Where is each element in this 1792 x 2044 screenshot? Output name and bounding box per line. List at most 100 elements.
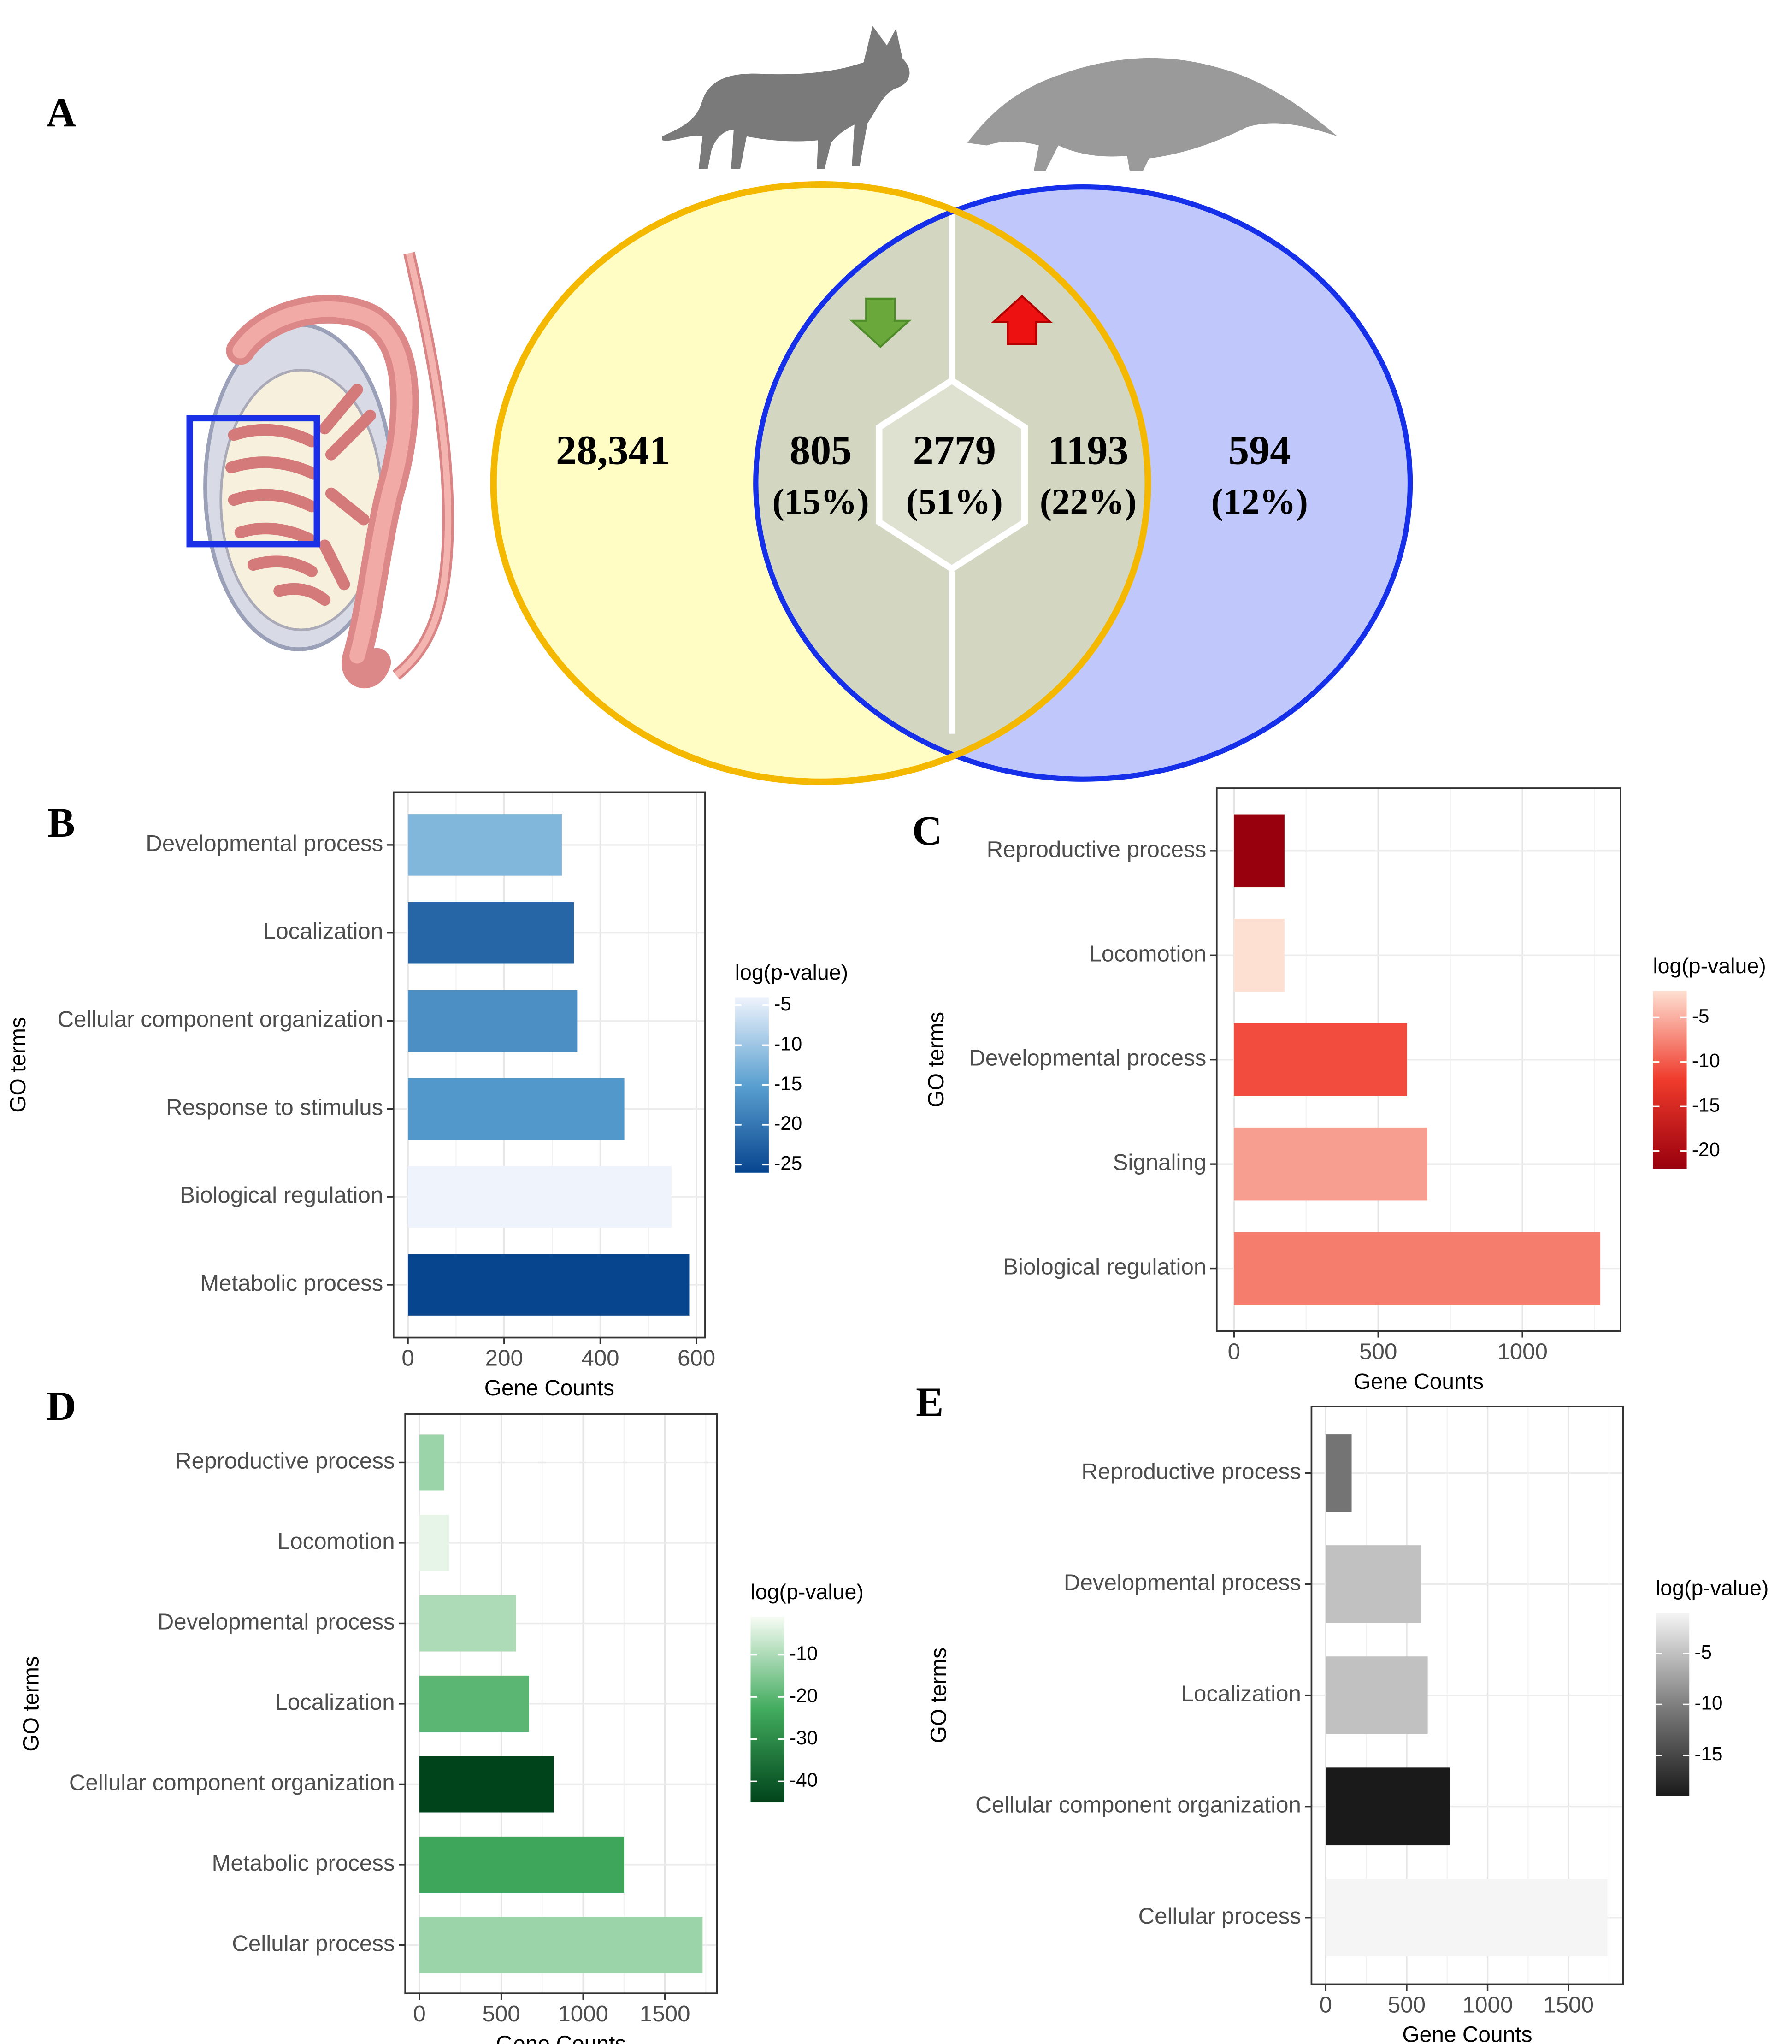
bar-chart: Developmental process Localization Cellula…: [6, 791, 848, 1400]
x-tick-label: 500: [1388, 1992, 1426, 2017]
y-tick-label: Signaling: [1113, 1150, 1207, 1175]
colorbar-tick-label: -20: [790, 1684, 818, 1706]
bar: [419, 1836, 624, 1893]
bar: [1234, 1023, 1407, 1096]
x-tick-label: 1500: [1543, 1992, 1594, 2017]
cat-silhouette: [662, 26, 910, 169]
hexagon: [876, 377, 1028, 573]
y-tick-label: Response to stimulus: [166, 1094, 383, 1120]
x-tick-label: 1500: [640, 2001, 690, 2026]
bar: [1326, 1767, 1450, 1846]
colorbar-tick-label: -25: [774, 1152, 802, 1174]
colorbar-tick-label: -5: [774, 993, 791, 1015]
legend-title: log(p-value): [1656, 1576, 1768, 1600]
bar: [419, 1756, 554, 1813]
x-axis-title: Gene Counts: [496, 2032, 626, 2044]
bar: [408, 1254, 690, 1316]
y-tick-label: Reproductive process: [175, 1448, 395, 1473]
x-tick-label: 400: [581, 1345, 619, 1371]
x-tick-label: 1000: [1497, 1339, 1548, 1364]
bar: [419, 1675, 529, 1732]
bar: [419, 1434, 444, 1491]
colorbar-tick-label: -30: [790, 1727, 818, 1749]
panel-letter: E: [916, 1380, 943, 1425]
x-tick-label: 1000: [1462, 1992, 1513, 2017]
y-tick-label: Cellular process: [232, 1931, 395, 1956]
plot-border: [392, 791, 706, 1339]
panel-letter: A: [46, 90, 76, 136]
y-tick-label: Cellular component organization: [57, 1007, 383, 1032]
legend-title: log(p-value): [735, 960, 848, 984]
colorbar-tick-label: -10: [1694, 1692, 1722, 1714]
panel-letter: C: [912, 808, 942, 854]
y-tick-label: Localization: [263, 919, 383, 944]
colorbar-tick-label: -20: [1692, 1139, 1720, 1160]
y-tick-label: Cellular process: [1138, 1903, 1301, 1929]
venn-percent: (12%): [1211, 482, 1308, 522]
bar: [1326, 1545, 1421, 1623]
testis-illustration: [186, 252, 454, 688]
x-axis-title: Gene Counts: [484, 1376, 614, 1400]
plot-border: [1215, 787, 1621, 1332]
venn-count: 594: [1228, 428, 1291, 473]
venn-count: 2779: [913, 428, 996, 473]
venn: 28,341 805 (15%) 2779 (51%) 1193 (22%) 5…: [490, 181, 1413, 785]
colorbar-tick-label: -5: [1692, 1005, 1709, 1027]
x-tick-label: 600: [678, 1345, 715, 1371]
venn-count: 28,341: [556, 428, 670, 473]
y-axis-title: GO terms: [926, 1648, 951, 1743]
colorbar-tick-label: -15: [1694, 1743, 1722, 1765]
colorbar-tick-label: -10: [774, 1033, 802, 1054]
venn-percent: (22%): [1040, 482, 1137, 522]
venn-percent: (51%): [906, 482, 1003, 522]
pangolin-silhouette: [967, 58, 1338, 171]
bar: [419, 1514, 449, 1571]
panel-letter: B: [47, 800, 75, 846]
colorbar-tick-label: -40: [790, 1769, 818, 1790]
x-axis-title: Gene Counts: [1354, 1370, 1484, 1394]
y-tick-label: Localization: [1181, 1681, 1301, 1707]
y-tick-label: Biological regulation: [1003, 1254, 1206, 1280]
y-tick-label: Reproductive process: [1081, 1459, 1301, 1484]
x-tick-label: 500: [482, 2001, 520, 2026]
legend-title: log(p-value): [1653, 954, 1766, 978]
bar: [419, 1595, 516, 1652]
venn-count: 1193: [1048, 428, 1128, 473]
bar-chart: Reproductive process Locomotion Developmen…: [912, 787, 1766, 1394]
y-tick-label: Biological regulation: [180, 1182, 383, 1208]
x-tick-label: 0: [401, 1345, 414, 1371]
y-tick-label: Locomotion: [277, 1529, 395, 1554]
y-tick-label: Cellular component organization: [975, 1792, 1301, 1818]
panel-letter: D: [46, 1383, 76, 1429]
x-tick-label: 0: [1228, 1339, 1240, 1364]
y-tick-label: Developmental process: [1064, 1570, 1301, 1595]
bar: [1326, 1434, 1352, 1512]
colorbar-tick-label: -10: [1692, 1050, 1720, 1071]
up-arrow: [990, 295, 1053, 345]
colorbar-tick-label: -10: [790, 1642, 818, 1664]
y-tick-label: Metabolic process: [200, 1270, 383, 1296]
bar: [1326, 1879, 1608, 1957]
x-tick-label: 0: [1320, 1992, 1332, 2017]
venn-outline: [753, 184, 1413, 782]
y-tick-label: Locomotion: [1089, 941, 1206, 966]
y-axis-title: GO terms: [6, 1017, 30, 1112]
y-tick-label: Metabolic process: [212, 1850, 395, 1876]
x-axis-title: Gene Counts: [1402, 2023, 1532, 2044]
plot-panel: [393, 792, 705, 1338]
bar: [1234, 1127, 1427, 1201]
x-tick-label: 500: [1359, 1339, 1397, 1364]
venn-overlap: [755, 187, 1148, 780]
y-tick-label: Developmental process: [969, 1046, 1206, 1071]
y-axis-title: GO terms: [19, 1656, 43, 1751]
bar: [408, 814, 562, 876]
bar: [1234, 1232, 1601, 1305]
colorbar-tick-label: -15: [1692, 1094, 1720, 1116]
bar: [1234, 814, 1285, 888]
colorbar: [1653, 991, 1687, 1169]
bar: [408, 902, 574, 964]
legend-title: log(p-value): [750, 1580, 863, 1604]
bar: [408, 1078, 625, 1140]
